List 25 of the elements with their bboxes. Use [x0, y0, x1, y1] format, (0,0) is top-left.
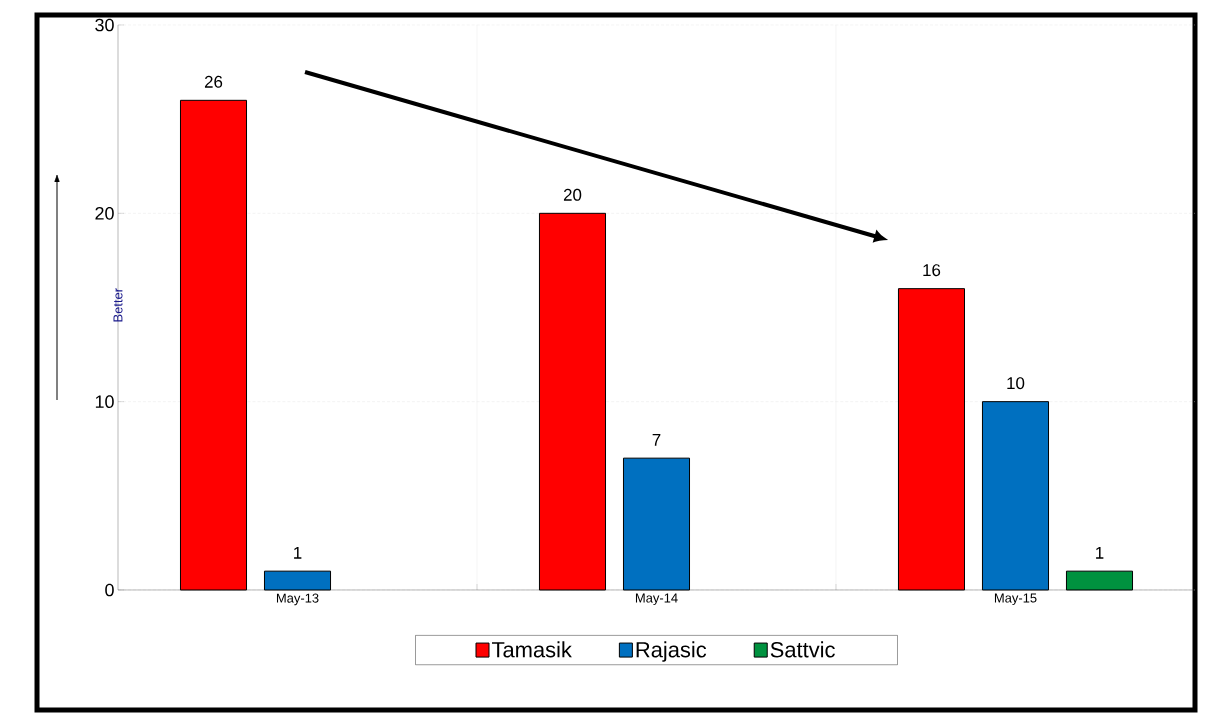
legend-label: Tamasik [492, 641, 572, 658]
data-label: 20 [563, 188, 582, 201]
data-label: 10 [1007, 377, 1025, 390]
bar [179, 99, 248, 591]
y-tick-label: 30 [95, 18, 114, 32]
data-label: 7 [652, 433, 661, 446]
data-label: 26 [204, 75, 223, 88]
bar [1065, 570, 1134, 591]
x-tick-label: May-14 [635, 593, 678, 606]
bar [538, 212, 607, 591]
y-axis-title: Better [113, 288, 123, 322]
legend-label: Sattvic [770, 641, 835, 658]
data-label: 1 [1096, 546, 1104, 559]
y-tick-label: 0 [105, 583, 114, 597]
y-tick-label: 10 [95, 395, 114, 408]
bar [897, 288, 966, 591]
data-label: 1 [294, 546, 302, 559]
legend-label: Rajasic [636, 641, 707, 662]
bar [263, 570, 332, 591]
x-tick-label: May-15 [994, 593, 1037, 606]
data-label: 16 [923, 264, 941, 277]
x-tick-label: May-13 [276, 593, 319, 606]
bar [981, 401, 1050, 591]
y-tick-label: 20 [95, 206, 114, 220]
bar [622, 457, 691, 591]
